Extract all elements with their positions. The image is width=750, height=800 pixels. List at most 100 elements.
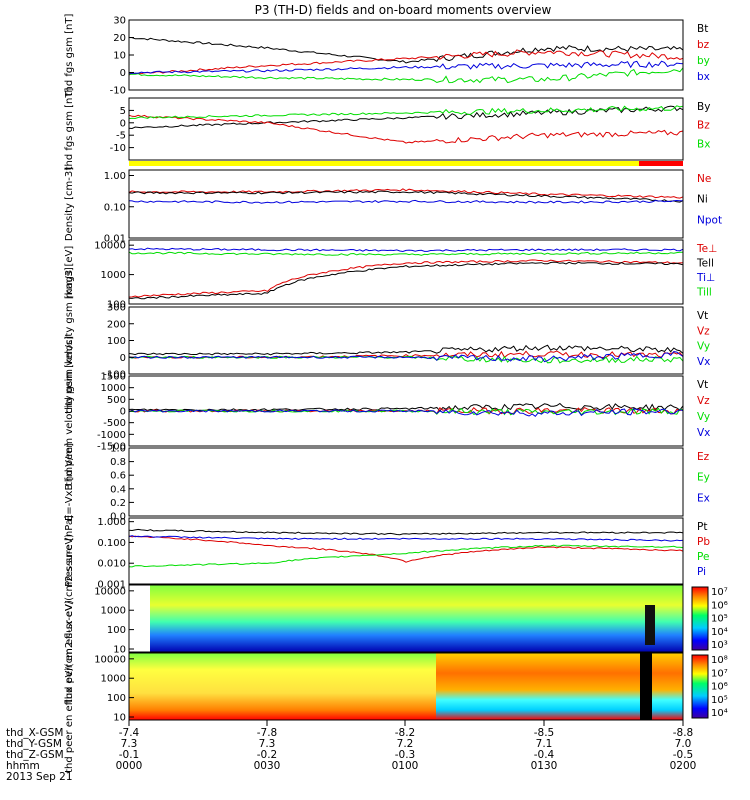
legend-label: Vy	[697, 341, 710, 353]
colorbar-tick-label: 10⁷	[711, 668, 728, 679]
series-line-Npot	[128, 199, 683, 204]
legend-label: Vz	[697, 325, 710, 337]
legend-label: Vy	[697, 411, 710, 423]
y-tick-label: 0.01	[104, 234, 126, 245]
quality-bar-yellow	[129, 161, 639, 166]
legend-label: Vz	[697, 395, 710, 407]
y-axis-label: Density [cm-3]	[64, 167, 75, 241]
legend-label: By	[697, 101, 710, 113]
y-tick-label: 0.0	[110, 512, 126, 523]
axis-row-label-hhmm: hhmm	[6, 760, 40, 772]
y-tick-label: 10000	[94, 654, 126, 665]
panel-frame	[128, 239, 684, 305]
y-tick-label: 10	[113, 712, 126, 723]
y-tick-label: 0	[120, 68, 126, 79]
tick-1-y: 7.3	[259, 738, 276, 750]
series-line-Bx	[128, 105, 684, 120]
legend-label: Vx	[697, 356, 710, 368]
y-tick-label: 10	[113, 51, 126, 62]
tick-4-x: -8.8	[673, 727, 694, 739]
colorbar-tick-label: 10⁵	[711, 695, 728, 706]
series-line-Ni	[128, 190, 684, 203]
legend-label: Pb	[697, 536, 710, 548]
series-line-Te⊥	[128, 259, 684, 298]
series-line-Vt	[128, 344, 684, 356]
tick-0-y: 7.3	[121, 738, 138, 750]
spectrogram-gap	[645, 605, 655, 645]
y-axis-label: thd fgs gsm [nT]	[64, 14, 75, 97]
figure-title: P3 (TH-D) fields and on-board moments ov…	[255, 3, 552, 17]
y-tick-label: 0.6	[110, 471, 126, 482]
panel-2: Ne Ni Npot 1.00 0.10 0.01 Density [cm-3]	[64, 167, 722, 245]
y-tick-label: -1000	[97, 430, 126, 441]
axis-row-label-y: thd_Y-GSM	[6, 738, 62, 750]
series-line-Vx	[128, 408, 684, 417]
series-line-Till	[128, 251, 683, 256]
y-tick-label: 1000	[101, 270, 126, 281]
colorbar-tick-label: 10⁷	[711, 587, 728, 598]
legend-label: Pt	[697, 521, 707, 533]
legend-label: Ti⊥	[696, 272, 715, 284]
y-tick-label: 0.4	[110, 484, 126, 495]
panel-7: Pt Pb Pe Pi 1.000 0.100 0.010 0.001 Pressure [nP…	[64, 515, 710, 590]
y-tick-label: 20	[113, 33, 126, 44]
colorbar	[691, 586, 709, 651]
y-tick-label: 0.100	[97, 538, 126, 549]
legend-label: Bt	[697, 23, 708, 35]
legend-label: Vt	[697, 310, 708, 322]
colorbar	[691, 654, 709, 719]
tick-4-y: 7.0	[675, 738, 692, 750]
y-tick-label: 5	[120, 106, 126, 117]
axis-row-label-z: thd_Z-GSM	[6, 749, 64, 761]
panel-frame	[128, 517, 684, 585]
legend-label: Bz	[697, 120, 710, 132]
y-axis-label: Pressure [nPa]	[64, 515, 75, 587]
y-tick-label: 100	[107, 693, 126, 704]
quality-bar-red	[639, 161, 683, 166]
legend-label: Te⊥	[696, 243, 717, 255]
series-line-Ne	[128, 188, 684, 199]
y-tick-label: 1.00	[104, 171, 126, 182]
colorbar-tick-label: 10⁵	[711, 614, 728, 625]
legend-label: Ex	[697, 492, 710, 504]
legend-label: Tell	[696, 258, 714, 270]
colorbar-tick-label: 10⁴	[711, 708, 728, 719]
legend-label: Pi	[697, 566, 706, 578]
tick-2-x: -8.2	[395, 727, 416, 739]
date-label: 2013 Sep 21	[6, 771, 73, 783]
y-tick-label: -1500	[97, 442, 126, 453]
y-tick-label: 10000	[94, 241, 126, 252]
tick-1-z: -0.2	[257, 749, 278, 761]
tick-0-x: -7.4	[119, 727, 140, 739]
legend-label: Ez	[697, 451, 710, 463]
y-axis-label: thd peem velocity gsm [km/s]	[64, 336, 75, 486]
panel-3: Te⊥ Tell Ti⊥ Till 10000 1000 100 mag3 [eV]	[64, 239, 717, 311]
panel-0: Bt bz by bx 30 20 10 0 -10 thd fgs gsm [nT]	[64, 14, 710, 97]
legend-label: Ni	[697, 194, 708, 206]
y-axis-label: thd fgs gsm [nT]	[64, 88, 75, 171]
y-axis-label: thd peim velocity gsm [km/s]	[64, 267, 75, 414]
series-line-Pb	[128, 535, 684, 563]
series-line-bz	[128, 49, 684, 76]
spectrogram-ion	[150, 585, 683, 652]
y-tick-label: 0.001	[97, 580, 126, 591]
colorbar-tick-label: 10⁶	[711, 682, 728, 693]
panel-frame	[128, 306, 684, 375]
y-tick-label: 0.010	[97, 559, 126, 570]
y-axis-label: thd peir en eflux eV/(cm2-s-sr-eV)	[64, 534, 75, 703]
colorbar-tick-label: 10³	[711, 640, 728, 651]
colorbar-tick-label: 10⁸	[711, 655, 728, 666]
legend-label: Ne	[697, 173, 711, 185]
panel-frame	[128, 169, 684, 239]
series-line-Pt	[128, 528, 684, 536]
y-tick-label: -5	[116, 131, 126, 142]
tick-2-y: 7.2	[397, 738, 414, 750]
time-axis: thd_X-GSM thd_Y-GSM thd_Z-GSM hhmm 2013 …	[6, 727, 696, 783]
tick-0-hhmm: 0000	[116, 760, 143, 772]
legend-label: bz	[697, 39, 710, 51]
colorbar-tick-label: 10⁶	[711, 600, 728, 611]
